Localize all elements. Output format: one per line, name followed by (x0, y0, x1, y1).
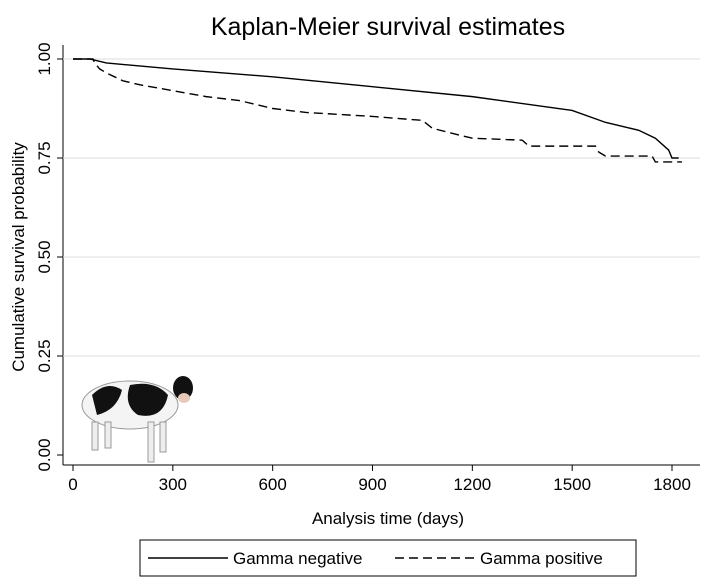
legend-label: Gamma negative (233, 549, 362, 568)
legend-label: Gamma positive (480, 549, 603, 568)
y-tick-label: 0.25 (35, 339, 54, 372)
y-tick-label: 1.00 (35, 42, 54, 75)
legend (139, 539, 637, 577)
y-tick-label: 0.75 (35, 141, 54, 174)
survival-curve (73, 58, 679, 159)
y-tick-label: 0.50 (35, 240, 54, 273)
x-axis-label: Analysis time (days) (312, 509, 464, 528)
y-tick-label: 0.00 (35, 438, 54, 471)
chart-title: Kaplan-Meier survival estimates (211, 13, 565, 41)
cow-image (81, 376, 193, 463)
survival-curve (73, 58, 682, 163)
x-tick-label: 900 (358, 475, 386, 494)
x-tick-label: 1500 (553, 475, 591, 494)
x-tick-label: 0 (68, 475, 77, 494)
x-tick-label: 300 (159, 475, 187, 494)
x-tick-label: 1800 (653, 475, 691, 494)
x-tick-label: 1200 (453, 475, 491, 494)
y-axis-label: Cumulative survival probability (9, 142, 28, 372)
x-tick-label: 600 (258, 475, 286, 494)
